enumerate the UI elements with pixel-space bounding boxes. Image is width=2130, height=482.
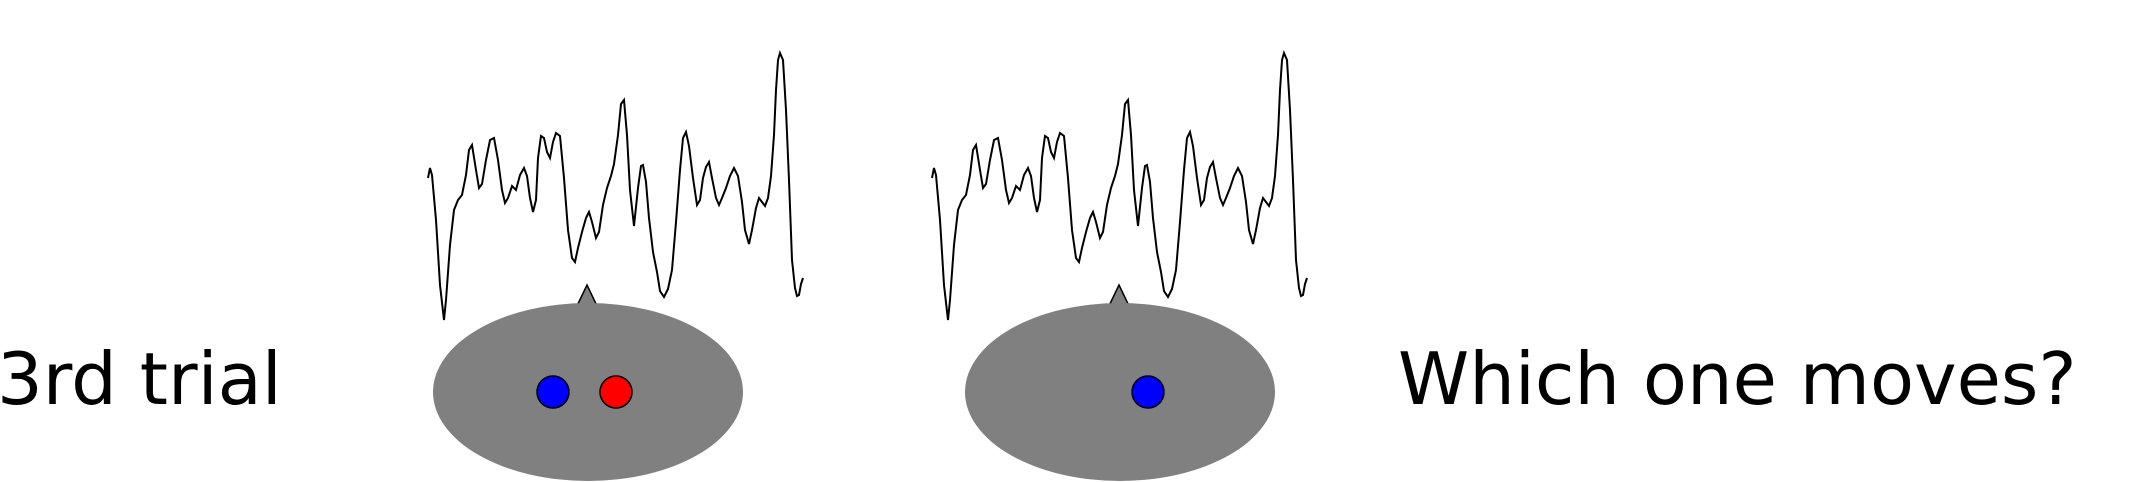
- left-waveform: [427, 50, 804, 321]
- right-panel: [931, 50, 1308, 481]
- right-waveform: [931, 50, 1308, 321]
- left-blue-dot: [536, 375, 570, 409]
- left-head: [433, 303, 743, 481]
- right-head: [965, 303, 1275, 481]
- question-label: Which one moves?: [1398, 337, 2077, 421]
- left-red-dot: [599, 375, 633, 409]
- trial-label: 3rd trial: [0, 337, 282, 421]
- left-panel: [427, 50, 804, 481]
- right-blue-dot: [1131, 375, 1165, 409]
